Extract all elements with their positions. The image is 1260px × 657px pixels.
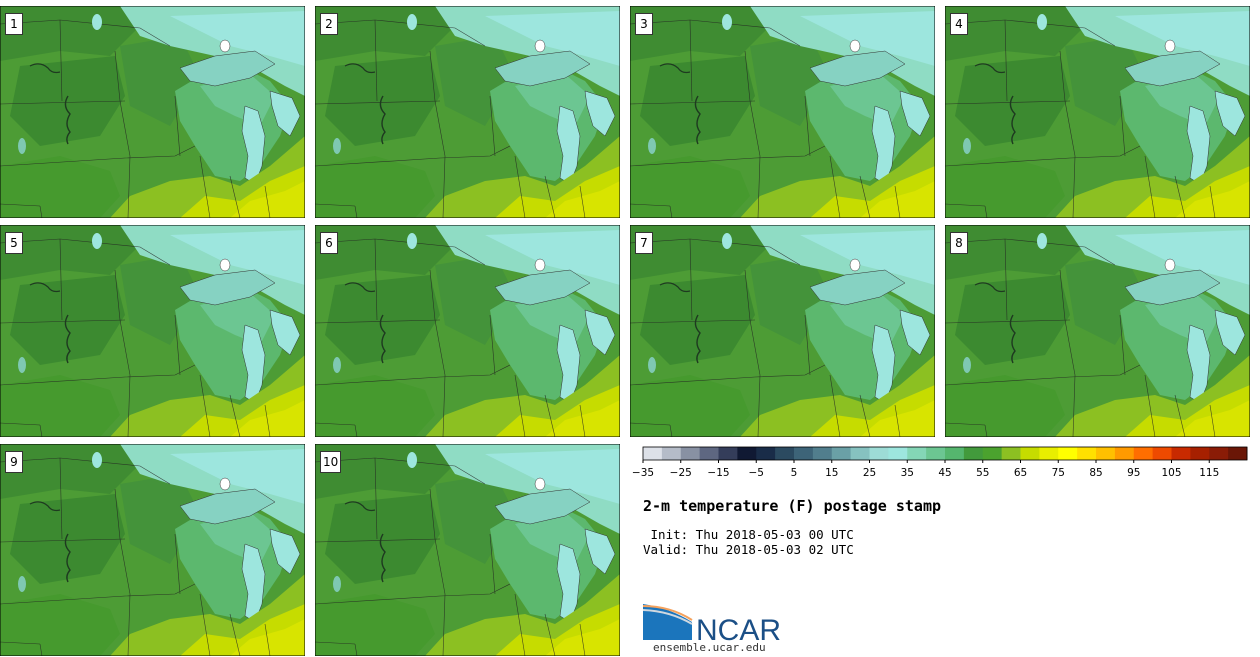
- map-image: [0, 225, 305, 437]
- chart-title: 2-m temperature (F) postage stamp: [643, 497, 942, 515]
- map-panel-4[interactable]: 4: [945, 6, 1250, 218]
- colorbar-swatch: [1209, 447, 1229, 460]
- panel-number: 1: [5, 13, 23, 35]
- map-panel-10[interactable]: 10: [315, 444, 620, 656]
- colorbar-swatch: [794, 447, 814, 460]
- map-image: [630, 6, 935, 218]
- colorbar-swatch: [926, 447, 946, 460]
- colorbar-ticks: −35 −25 −15 −5 5 15 25 35 45 55 65 75 85 95 105 115: [632, 460, 1219, 479]
- colorbar-swatch: [1152, 447, 1172, 460]
- colorbar-tick-label: −5: [749, 467, 764, 479]
- colorbar-tick-label: 25: [863, 467, 876, 479]
- logo-mark-icon: [643, 604, 692, 640]
- map-panel-2[interactable]: 2: [315, 6, 620, 218]
- panel-number: 3: [635, 13, 653, 35]
- site-url[interactable]: ensemble.ucar.edu: [653, 641, 766, 654]
- logo-text: NCAR: [696, 614, 781, 642]
- panel-number: 9: [5, 451, 23, 473]
- init-time: Init: Thu 2018-05-03 00 UTC: [643, 527, 854, 542]
- colorbar-swatch: [1077, 447, 1097, 460]
- colorbar-tick-label: −15: [707, 467, 729, 479]
- colorbar-swatch: [963, 447, 984, 460]
- map-panel-6[interactable]: 6: [315, 225, 620, 437]
- map-panel-8[interactable]: 8: [945, 225, 1250, 437]
- panel-number: 10: [320, 451, 342, 473]
- colorbar-swatch: [1133, 447, 1154, 460]
- colorbar-swatch: [1020, 447, 1040, 460]
- colorbar-tick-label: 5: [791, 467, 798, 479]
- valid-time: Valid: Thu 2018-05-03 02 UTC: [643, 542, 854, 557]
- colorbar-swatch: [1058, 447, 1078, 460]
- colorbar-swatch: [680, 447, 701, 460]
- map-panel-3[interactable]: 3: [630, 6, 935, 218]
- panel-number: 8: [950, 232, 968, 254]
- map-panel-9[interactable]: 9: [0, 444, 305, 656]
- map-image: [0, 444, 305, 656]
- map-panel-1[interactable]: 1: [0, 6, 305, 218]
- colorbar-swatch: [982, 447, 1003, 460]
- panel-number: 7: [635, 232, 653, 254]
- map-image: [945, 225, 1250, 437]
- colorbar-tick-label: 65: [1014, 467, 1027, 479]
- colorbar-tick-label: 95: [1127, 467, 1140, 479]
- map-image: [945, 6, 1250, 218]
- colorbar-swatch: [1190, 447, 1210, 460]
- colorbar-swatch: [1039, 447, 1059, 460]
- map-image: [0, 6, 305, 218]
- colorbar-tick-label: 15: [825, 467, 838, 479]
- map-image: [315, 6, 620, 218]
- colorbar-swatches: [642, 446, 1248, 461]
- map-panel-5[interactable]: 5: [0, 225, 305, 437]
- colorbar-swatch: [850, 447, 870, 460]
- colorbar-swatch: [1096, 447, 1116, 460]
- colorbar-swatch: [661, 447, 682, 460]
- map-image: [315, 225, 620, 437]
- panel-number: 2: [320, 13, 338, 35]
- colorbar-tick-label: 35: [901, 467, 914, 479]
- ncar-logo: NCAR: [642, 604, 781, 642]
- colorbar-swatch: [737, 447, 757, 460]
- map-image: [315, 444, 620, 656]
- colorbar-swatch: [775, 447, 795, 460]
- colorbar-tick-label: −35: [632, 467, 654, 479]
- colorbar-tick-label: 105: [1161, 467, 1181, 479]
- colorbar-swatch: [756, 447, 776, 460]
- panel-number: 6: [320, 232, 338, 254]
- colorbar-tick-label: −25: [670, 467, 692, 479]
- colorbar-tick-label: 55: [976, 467, 989, 479]
- colorbar-tick-label: 45: [938, 467, 951, 479]
- colorbar-swatch: [1114, 447, 1135, 460]
- panel-number: 4: [950, 13, 968, 35]
- colorbar-swatch: [812, 447, 833, 460]
- colorbar-swatch: [945, 447, 965, 460]
- colorbar-swatch: [1171, 447, 1191, 460]
- map-image: [630, 225, 935, 437]
- colorbar-swatch: [643, 447, 663, 460]
- colorbar-tick-label: 75: [1052, 467, 1065, 479]
- colorbar-swatch: [1001, 447, 1021, 460]
- colorbar-tick-label: 85: [1089, 467, 1102, 479]
- colorbar-swatch: [1228, 447, 1248, 460]
- map-panel-7[interactable]: 7: [630, 225, 935, 437]
- colorbar-swatch: [888, 447, 908, 460]
- colorbar-swatch: [718, 447, 738, 460]
- colorbar-swatch: [699, 447, 719, 460]
- colorbar: −35 −25 −15 −5 5 15 25 35 45 55 65 75 85 95 105 115: [632, 446, 1248, 479]
- colorbar-swatch: [907, 447, 927, 460]
- colorbar-swatch: [869, 447, 889, 460]
- colorbar-tick-label: 115: [1199, 467, 1219, 479]
- panel-number: 5: [5, 232, 23, 254]
- colorbar-swatch: [831, 447, 852, 460]
